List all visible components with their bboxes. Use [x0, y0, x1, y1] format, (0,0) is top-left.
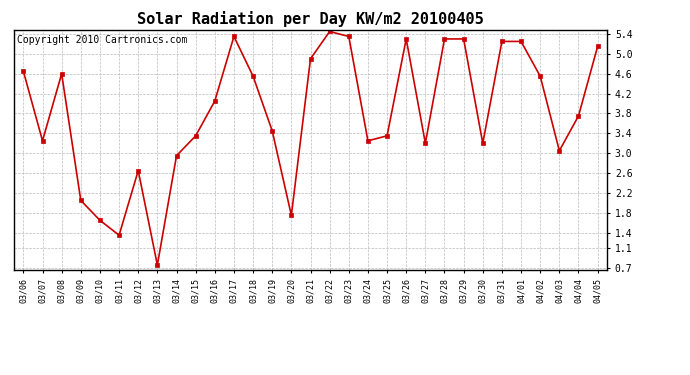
Title: Solar Radiation per Day KW/m2 20100405: Solar Radiation per Day KW/m2 20100405	[137, 12, 484, 27]
Text: Copyright 2010 Cartronics.com: Copyright 2010 Cartronics.com	[17, 35, 187, 45]
